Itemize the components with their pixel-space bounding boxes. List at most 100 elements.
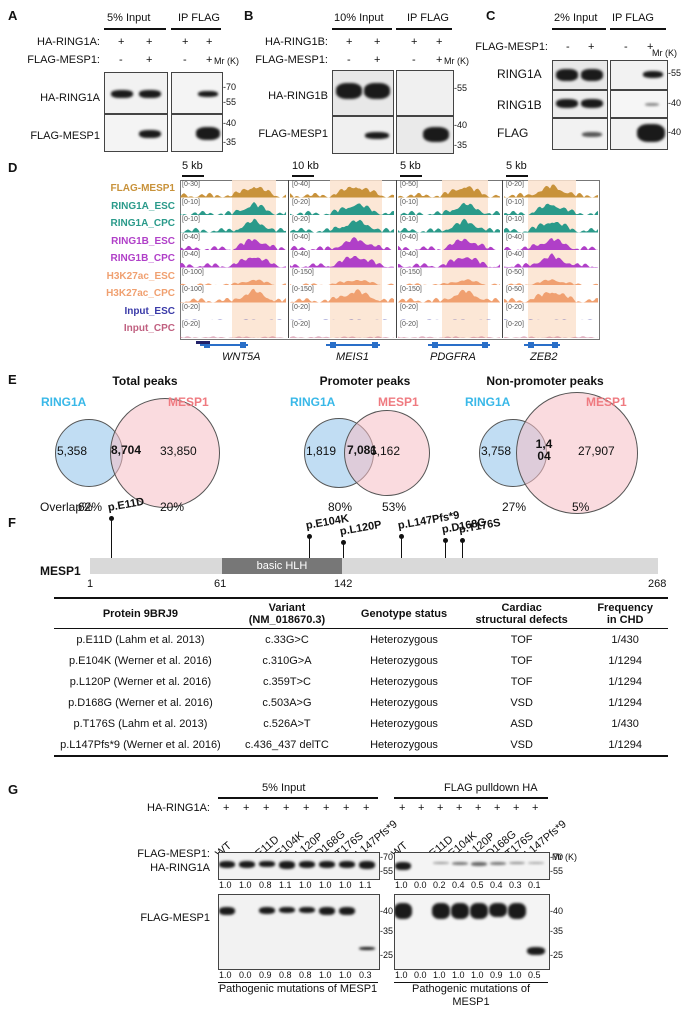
- venn-label-a: RING1A: [290, 395, 336, 409]
- quant-value: 1.0: [239, 880, 252, 890]
- marker: -35: [454, 140, 468, 150]
- table-header: Frequency in CHD: [582, 600, 668, 629]
- panel-c-mr: Mr (K): [652, 48, 677, 58]
- lane-sign: +: [283, 802, 290, 814]
- track-signal: [504, 291, 598, 303]
- overlap-pct-a: 80%: [328, 500, 353, 514]
- panel-g-ring-label: HA-RING1A:: [147, 802, 210, 814]
- panel-f-letter: F: [8, 515, 16, 530]
- track-range: [0-100]: [182, 286, 204, 293]
- protein-name: MESP1: [40, 564, 81, 578]
- track-signal: [398, 238, 500, 250]
- panel-g-header-input: 5% Input: [262, 782, 306, 794]
- panel-g-blot-input-ha: [218, 852, 380, 880]
- signal-path: [504, 278, 598, 285]
- quant-value: 1.0: [395, 880, 408, 890]
- quant-value: 0.5: [471, 880, 484, 890]
- track-range: [0-40]: [400, 233, 418, 241]
- track-range: [0-20]: [506, 181, 524, 188]
- track-range: [0-20]: [292, 321, 310, 328]
- signal-path: [180, 279, 286, 285]
- quant-value: 0.0: [414, 880, 427, 890]
- panel-b-blot2-label: FLAG-MESP1: [258, 128, 328, 140]
- track-range: [0-40]: [400, 251, 418, 258]
- quant-value: 1.0: [219, 970, 232, 980]
- signal-path: [180, 288, 286, 303]
- lane-sign: +: [475, 802, 482, 814]
- venn-title: Non-promoter peaks: [486, 374, 604, 388]
- track-label: H3K27ac_CPC: [106, 288, 175, 299]
- table-cell: p.L147Pfs*9 (Werner et al. 2016): [60, 738, 221, 751]
- signal-path: [398, 319, 500, 320]
- track-signal: [290, 289, 394, 303]
- panel-a-row1-label: HA-RING1A:: [37, 36, 100, 48]
- table-row: p.E11D (Lahm et al. 2013) c.33G>C Heterozy…: [54, 629, 668, 651]
- sign: +: [346, 36, 353, 48]
- track-signal: [180, 279, 286, 285]
- track-range: [0-40]: [182, 251, 200, 258]
- table-cell: p.L120P (Werner et al. 2016): [69, 675, 212, 688]
- venn-left-count: 5,358: [57, 444, 88, 458]
- sign: +: [411, 36, 418, 48]
- track-signal: [398, 186, 500, 198]
- panel-c-blot-input-r1a: [552, 60, 608, 90]
- lane-sign: +: [456, 802, 463, 814]
- panel-a-blot-input-ha: [104, 72, 168, 114]
- table-cell: VSD: [510, 696, 533, 709]
- scale-bar-label: 5 kb: [506, 160, 527, 172]
- signal-path: [180, 319, 286, 320]
- track-signal: [180, 218, 286, 233]
- venn-right-count: 33,850: [160, 444, 197, 458]
- panel-g-mr: Mr (K): [552, 852, 577, 862]
- mutation-dot: [109, 516, 115, 521]
- signal-path: [290, 279, 394, 285]
- band: [433, 862, 449, 864]
- overlap-pct-b: 53%: [382, 500, 407, 514]
- sign: +: [374, 36, 381, 48]
- lane-sign: +: [437, 802, 444, 814]
- band: [527, 947, 545, 955]
- band: [279, 907, 295, 914]
- track-range: [0-150]: [400, 268, 422, 276]
- panel-b-blot-ip-flag: [396, 116, 454, 154]
- gene-exon: [330, 341, 336, 348]
- overlap-pct-b: 20%: [160, 500, 185, 514]
- panel-g-blot2-label: FLAG-MESP1: [140, 912, 210, 924]
- track-range: [0-40]: [292, 233, 310, 241]
- band: [490, 862, 506, 866]
- band: [470, 903, 488, 919]
- track-label: H3K27ac_ESC: [106, 270, 175, 282]
- table-cell: Heterozygous: [370, 654, 438, 667]
- panel-c-header-input: 2% Input: [554, 12, 598, 24]
- panel-a-blot-ip-flag: [171, 114, 223, 152]
- panel-c-header-ip: IP FLAG: [612, 12, 654, 24]
- mutation-stem: [462, 540, 464, 558]
- panel-g-blot1-label: HA-RING1A: [150, 862, 210, 874]
- signal-path: [180, 336, 286, 338]
- panel-a-letter: A: [8, 8, 18, 23]
- track-range: [0-10]: [182, 216, 200, 223]
- band: [279, 861, 295, 869]
- panel-c-letter: C: [486, 8, 496, 23]
- lane-sign: +: [243, 802, 250, 814]
- band: [219, 861, 235, 868]
- sign: +: [374, 54, 381, 66]
- lane-sign: +: [303, 802, 310, 814]
- quant-value: 1.0: [339, 970, 352, 980]
- sign: +: [436, 36, 443, 48]
- panel-b-mr: Mr (K): [444, 56, 469, 66]
- track-signal: [504, 203, 598, 215]
- track-range: [0-150]: [400, 286, 422, 293]
- panel-c-row1-label: FLAG-MESP1:: [475, 41, 548, 53]
- band: [299, 907, 315, 914]
- signal-path: [290, 203, 394, 215]
- marker: -35: [550, 926, 564, 936]
- band: [319, 861, 335, 868]
- track-signal: [290, 255, 394, 268]
- panel-a-header-input: 5% Input: [107, 12, 151, 24]
- lane-sign: +: [513, 802, 520, 814]
- track-range: [0-20]: [292, 303, 310, 311]
- table-cell: p.E11D (Lahm et al. 2013): [76, 633, 205, 646]
- quant-value: 1.0: [509, 970, 522, 980]
- panel-d-letter: D: [8, 160, 18, 175]
